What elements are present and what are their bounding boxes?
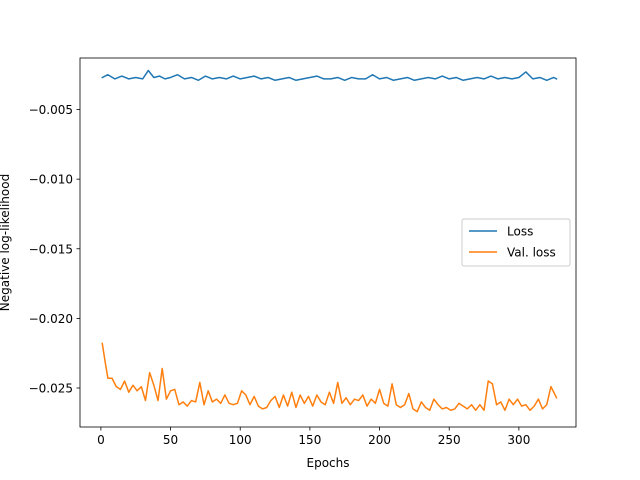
y-tick-label: −0.025: [29, 382, 73, 396]
legend-label-loss: Loss: [507, 225, 533, 239]
x-axis-ticks: 0 50 100 150 200 250 300: [97, 427, 530, 447]
y-tick-label: −0.020: [29, 312, 73, 326]
x-tick-label: 0: [97, 433, 105, 447]
x-tick-label: 300: [507, 433, 530, 447]
y-tick-label: −0.015: [29, 242, 73, 256]
x-tick-label: 250: [438, 433, 461, 447]
x-axis-label: Epochs: [307, 456, 350, 470]
y-tick-label: −0.010: [29, 173, 73, 187]
plot-content: [101, 69, 558, 413]
legend: Loss Val. loss: [461, 218, 571, 267]
y-tick-label: −0.005: [29, 103, 73, 117]
series-line-val-loss: [101, 342, 558, 413]
y-axis-ticks: −0.005 −0.010 −0.015 −0.020 −0.025: [29, 103, 80, 396]
y-axis-label: Negative log-likelihood: [0, 174, 12, 311]
x-tick-label: 100: [229, 433, 252, 447]
axes-frame: [79, 57, 577, 428]
legend-label-val-loss: Val. loss: [507, 246, 556, 260]
x-tick-label: 200: [368, 433, 391, 447]
plot-area-border: [79, 57, 577, 428]
x-tick-label: 150: [298, 433, 321, 447]
series-line-loss: [101, 69, 558, 82]
x-tick-label: 50: [163, 433, 178, 447]
